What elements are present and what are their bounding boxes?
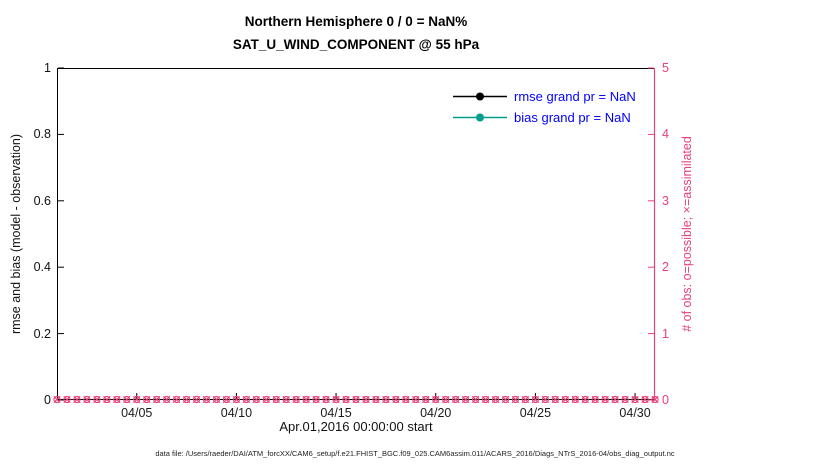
x-tick-label: 04/30 (619, 406, 651, 420)
data-file-caption: data file: /Users/raeder/DAI/ATM_forcXX/… (155, 449, 675, 458)
x-tick-label: 04/25 (519, 406, 552, 420)
x-tick-label: 04/05 (121, 406, 153, 420)
chart-subtitle: SAT_U_WIND_COMPONENT @ 55 hPa (232, 37, 480, 52)
legend-label-bias: bias grand pr = NaN (514, 110, 631, 125)
left-y-tick-label: 0.2 (33, 326, 51, 341)
x-tick-label: 04/10 (220, 406, 253, 420)
right-y-tick-label: 0 (662, 393, 669, 407)
left-y-tick-label: 1 (44, 61, 51, 75)
plot-area (53, 67, 659, 404)
chart-title: Northern Hemisphere 0 / 0 = NaN% (244, 14, 468, 29)
left-y-tick-label: 0.4 (33, 260, 51, 275)
x-axis-label: Apr.01,2016 00:00:00 start (279, 419, 433, 434)
left-y-axis-label: rmse and bias (model - observation) (9, 133, 23, 335)
x-tick-label: 04/15 (320, 406, 352, 420)
left-y-tick-label: 0.8 (33, 127, 51, 142)
right-y-axis-label: # of obs: o=possible; ×=assimilated (680, 136, 694, 332)
left-y-tick-label: 0.6 (33, 193, 51, 208)
right-y-tick-label: 4 (662, 127, 669, 142)
legend-label-rmse: rmse grand pr = NaN (514, 89, 636, 104)
right-y-tick-label: 1 (662, 326, 669, 341)
right-y-tick-label: 2 (662, 260, 669, 275)
x-tick-label: 04/20 (420, 406, 452, 420)
right-y-tick-label: 3 (662, 193, 669, 208)
left-y-tick-label: 0 (44, 393, 51, 407)
right-y-tick-label: 5 (662, 61, 669, 75)
